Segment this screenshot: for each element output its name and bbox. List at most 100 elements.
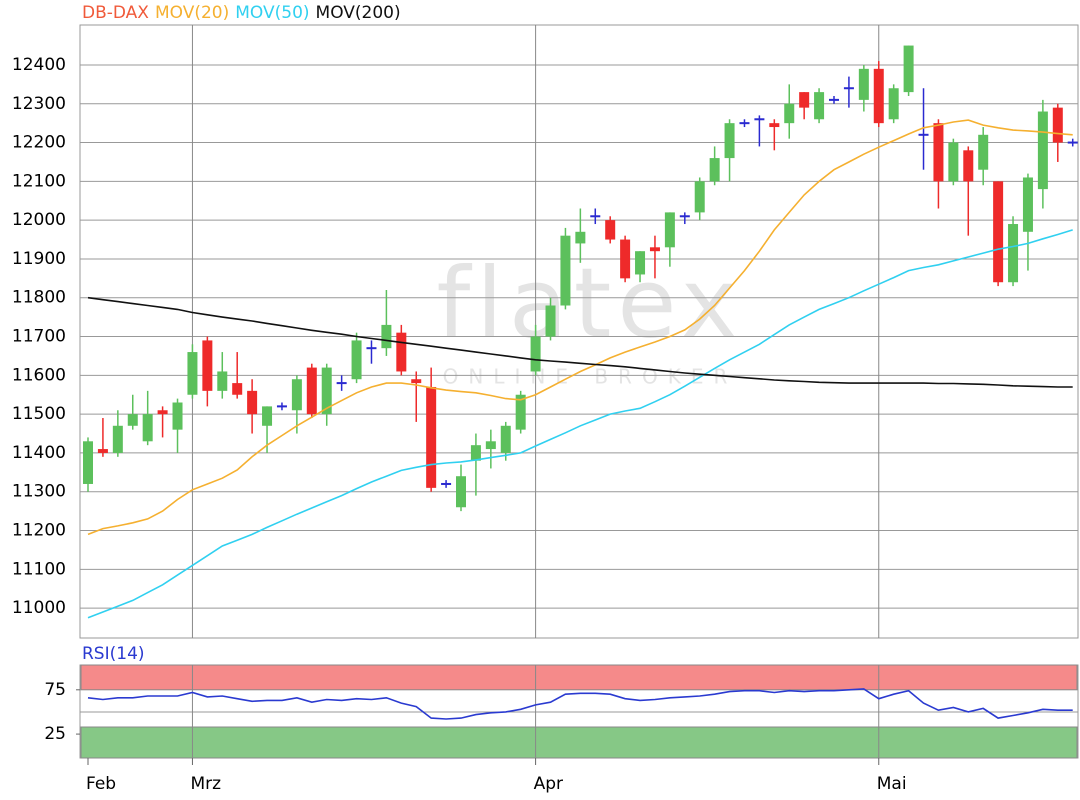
y-tick-label: 75 (44, 680, 66, 700)
candle-body (142, 414, 153, 442)
candle-body (411, 379, 422, 384)
x-tick-label: Mrz (190, 774, 221, 794)
candle-body (888, 88, 899, 120)
candle-body (575, 231, 586, 244)
candle-body (187, 352, 198, 395)
candle-body (664, 212, 675, 248)
candle-body (97, 449, 108, 453)
candle-body (306, 367, 317, 415)
y-tick-label: 12100 (12, 171, 66, 191)
candle-body (739, 122, 750, 125)
candle-body (560, 235, 571, 306)
candle-body (500, 425, 511, 453)
candle-body (590, 215, 601, 218)
rsi-line (87, 688, 1073, 720)
candle-body (963, 150, 974, 182)
candle-body (724, 123, 735, 159)
candle-body (83, 441, 93, 484)
x-tick-label: Feb (86, 774, 116, 794)
candle-body (769, 123, 780, 128)
x-tick-label: Apr (534, 774, 563, 794)
y-tick-label: 11800 (12, 288, 66, 308)
candle-body (1037, 111, 1048, 190)
y-tick-label: 11500 (12, 404, 66, 424)
candle-body (291, 379, 302, 411)
x-tick-label: Mai (877, 774, 907, 794)
candle-body (620, 239, 631, 279)
moving-average-line (87, 229, 1073, 619)
candle-body (933, 123, 944, 182)
candle-body (679, 215, 690, 218)
candle-body (112, 425, 123, 453)
rsi-zone (80, 664, 1078, 691)
candle-body (381, 324, 392, 349)
candle-body (784, 103, 795, 124)
candle-body (456, 476, 466, 508)
candle-body (1008, 224, 1019, 283)
candle-body (336, 382, 347, 385)
candle-body (858, 68, 869, 100)
candle-body (799, 92, 810, 108)
candle-body (485, 441, 496, 450)
candle-body (366, 347, 377, 350)
candle-body (515, 394, 526, 430)
candle-body (993, 181, 1004, 283)
candle-body (1067, 141, 1078, 144)
candle-body (948, 142, 959, 182)
candle-body (351, 340, 362, 380)
candle-body (321, 367, 332, 415)
candle-body (157, 410, 168, 415)
y-tick-label: 11000 (12, 598, 66, 618)
y-tick-label: 11400 (12, 443, 66, 463)
legend-entry: MOV(200) (316, 3, 401, 23)
y-tick-label: 11300 (12, 482, 66, 502)
legend-entry: RSI(14) (82, 644, 145, 664)
candle-body (127, 414, 138, 426)
y-tick-label: 11100 (12, 559, 66, 579)
y-tick-label: 11700 (12, 327, 66, 347)
candle-body (172, 402, 183, 430)
candle-body (1022, 177, 1033, 232)
watermark: flatex (436, 247, 743, 359)
candle-body (918, 133, 929, 136)
candle-body (247, 390, 258, 415)
y-tick-label: 12300 (12, 94, 66, 114)
candle-body (470, 445, 481, 461)
candle-body (605, 220, 616, 240)
candle-body (829, 98, 839, 101)
candle-body (262, 406, 273, 426)
y-tick-label: 11900 (12, 249, 66, 269)
candle-body (217, 371, 228, 391)
candle-body (202, 340, 213, 391)
rsi-zone (80, 726, 1078, 759)
y-tick-label: 25 (44, 724, 66, 744)
candle-body (709, 158, 720, 182)
moving-average-line (87, 119, 1073, 536)
candle-body (843, 87, 854, 90)
candle-body (396, 332, 407, 372)
y-tick-label: 11200 (12, 521, 66, 541)
candle-body (441, 482, 452, 485)
candle-body (635, 251, 646, 275)
candle-body (903, 45, 914, 93)
legend-entry: MOV(50) (235, 3, 309, 23)
y-tick-label: 12400 (12, 55, 66, 75)
legend-entry: MOV(20) (155, 3, 229, 23)
candle-body (754, 118, 765, 121)
y-tick-label: 12000 (12, 210, 66, 230)
moving-average-line (87, 296, 1073, 388)
candle-body (1052, 107, 1063, 143)
candle-body (276, 405, 287, 408)
y-tick-label: 12200 (12, 133, 66, 153)
candle-body (232, 383, 243, 395)
candle-body (873, 68, 884, 124)
watermark-sub: ONLINE BROKER (443, 365, 738, 389)
candle-body (649, 247, 660, 252)
candle-body (814, 92, 825, 120)
legend-entry: DB-DAX (82, 3, 149, 23)
y-tick-label: 11600 (12, 365, 66, 385)
candle-body (694, 181, 705, 213)
candle-body (545, 305, 556, 337)
